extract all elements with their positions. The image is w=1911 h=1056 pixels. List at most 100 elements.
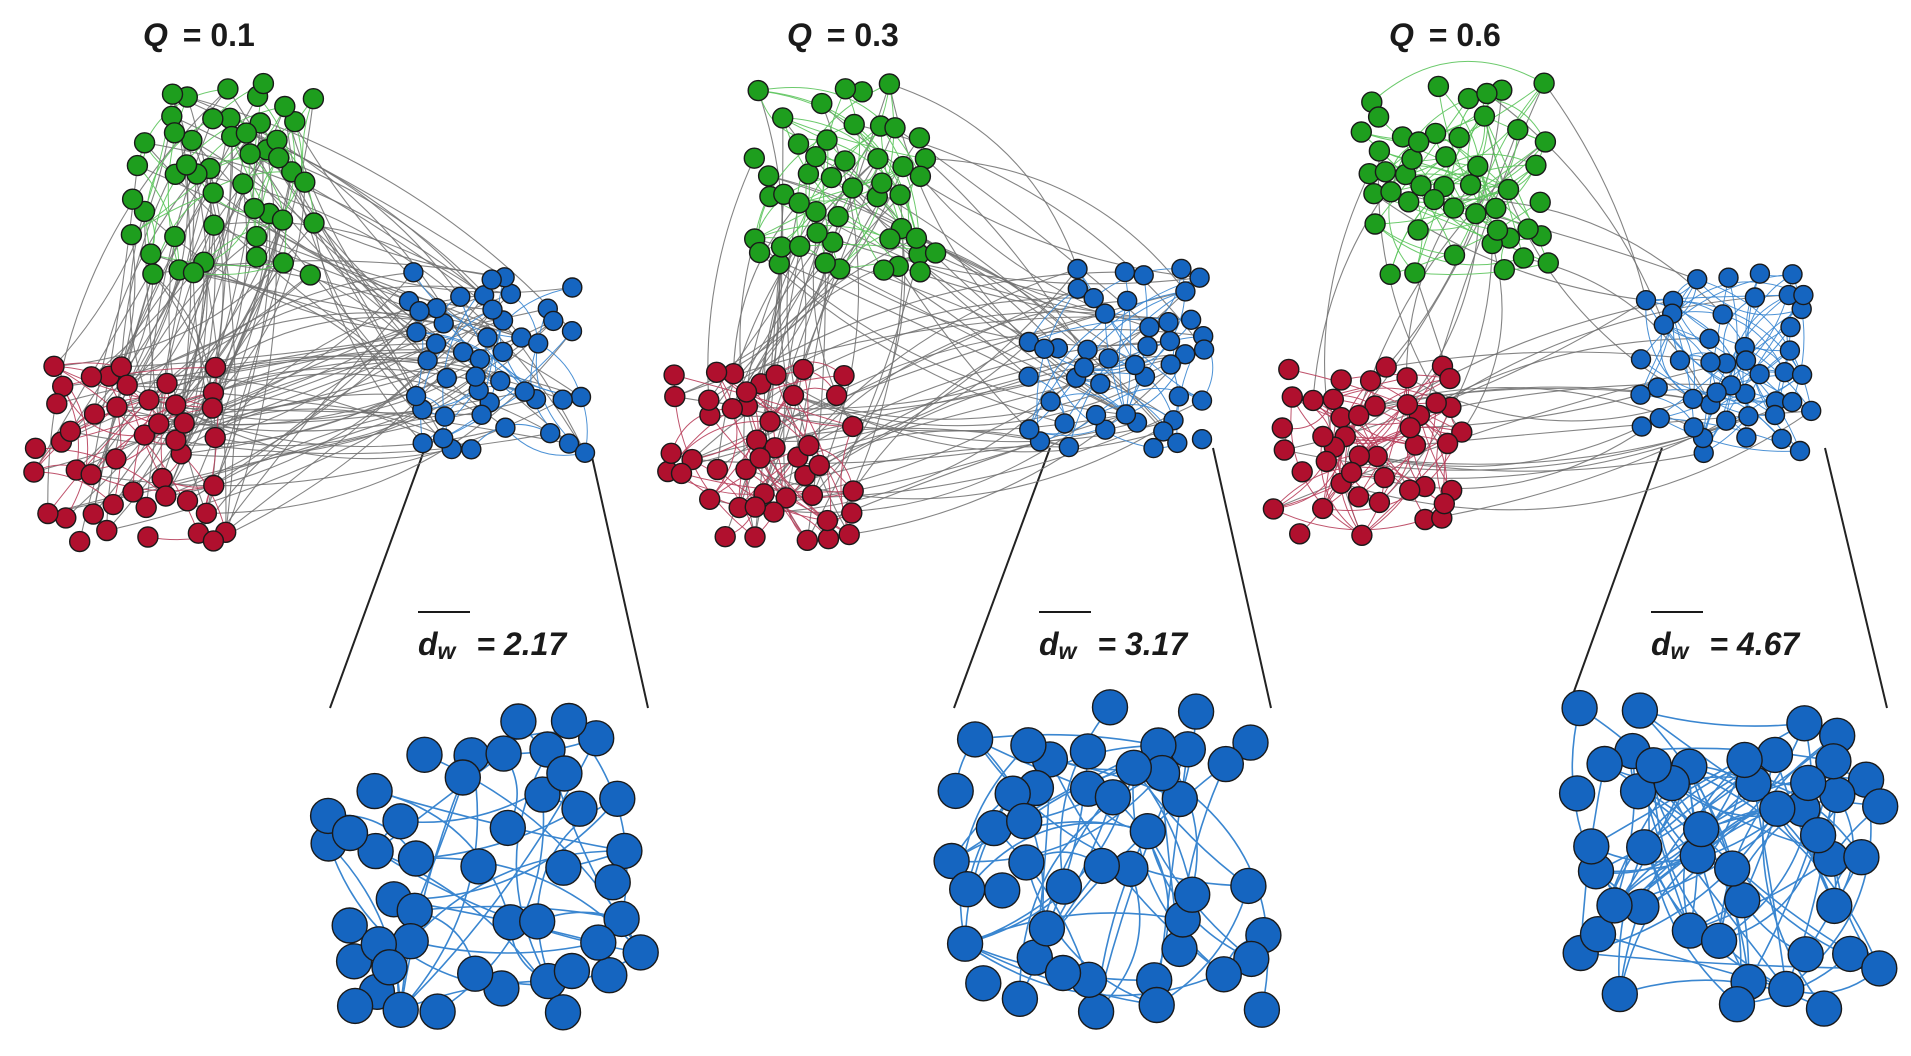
green-node [245,246,268,268]
zoom-blue-node [1094,779,1132,816]
red-node [204,426,226,449]
green-node [1473,105,1496,127]
red-node [46,393,68,415]
blue-node [1700,352,1721,373]
zoom-connector-line [1567,447,1663,709]
blue-node [1193,339,1215,360]
red-node [744,496,766,518]
blue-node [543,310,564,332]
inter-community-edge [126,312,539,386]
red-node [1262,498,1285,520]
inter-community-edge [775,374,1164,453]
green-intra-edge [757,90,828,141]
red-node [1439,367,1461,390]
green-node [827,205,849,228]
red-node [151,467,173,490]
blue-intra-edge [1064,335,1204,424]
blue-node [1189,267,1210,288]
zoom-blue-node [1045,868,1083,905]
zoom-blue-edge [1133,767,1249,887]
blue-intra-edge [1710,374,1803,406]
zoom-connector-line [589,447,649,709]
inter-community-edge [175,122,264,406]
green-node [1507,118,1529,141]
red-node [37,502,59,525]
red-node [55,507,77,529]
red-node [173,412,195,434]
inter-community-edge [121,308,548,368]
blue-node [1647,377,1668,398]
zoom-blue-node [591,957,628,994]
red-node [798,434,820,457]
red-node [1433,493,1456,515]
blue-node [1635,290,1657,311]
zoom-blue-node [460,848,497,885]
red-node [1359,370,1382,392]
zoom-blue-node [949,871,986,908]
green-node [924,242,947,264]
inter-community-edge [1543,82,1647,301]
green-node [909,261,931,283]
blue-node [561,321,583,342]
green-node [274,95,296,118]
svg-text:dw = 3.17: dw = 3.17 [1039,626,1189,666]
blue-node [1669,350,1691,371]
zoom-blue-node [336,987,374,1025]
blue-node [1040,391,1061,412]
green-node [252,72,275,95]
red-node [796,529,818,551]
zoom-connector-line [329,447,426,709]
inter-community-edge [106,236,257,531]
green-node [1467,155,1489,178]
zoom-blue-node [1718,986,1756,1023]
zoom-blue-node [396,892,433,929]
blue-node [481,269,502,290]
blue-node [1736,427,1757,448]
green-node [163,122,186,144]
zoom-blue-node [1001,980,1039,1017]
inter-community-edge [819,268,1078,466]
q-label-panel-3: Q = 0.6 [1389,17,1501,53]
red-node [1288,523,1311,545]
red-node [1291,461,1313,483]
blue-node [1175,281,1196,302]
zoom-blue-edge [1637,790,1787,990]
zoom-blue-node [606,832,643,870]
zoom-blue-node [580,924,617,961]
red-node [195,502,218,524]
blue-node [1077,339,1098,360]
blue-intra-edge [1672,311,1786,373]
inter-community-edge [92,183,244,515]
zoom-blue-edge [400,755,479,1011]
zoom-blue-node [1233,940,1270,978]
green-node [811,92,833,115]
red-node [838,523,860,546]
red-intra-edge [1436,407,1452,504]
blue-intra-edge [442,330,573,439]
red-node [714,526,736,548]
red-node [1366,445,1388,468]
zoom-blue-node [1010,727,1047,764]
green-node [1407,131,1430,153]
red-node [664,385,686,408]
zoom-blue-node [1008,844,1045,881]
inter-community-edge [158,224,215,424]
green-intra-edge [1414,262,1549,276]
zoom-blue-node [519,903,556,940]
red-node [1368,491,1391,514]
inter-community-edge [852,187,1106,315]
zoom-blue-node [371,949,408,986]
green-node [1493,259,1516,281]
zoom-blue-node [1207,745,1245,783]
zoom-blue-edge [1718,735,1838,941]
blue-node [1115,404,1137,425]
inter-community-edge [797,349,1205,458]
green-node [303,212,325,234]
zoom-blue-node [1726,741,1763,779]
blue-node [1158,312,1179,333]
inter-community-edge [144,432,551,455]
green-node [203,214,225,236]
zoom-blue-edge [1639,709,1805,727]
blue-node [1631,416,1653,437]
inter-community-edge [56,351,464,405]
